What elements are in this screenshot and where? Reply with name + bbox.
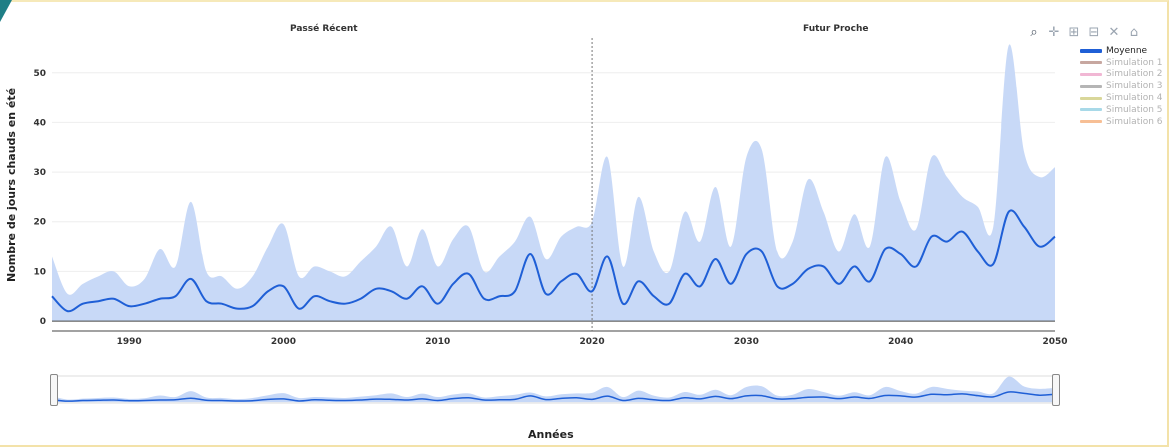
autoscale-icon[interactable]: ✕ — [1108, 25, 1120, 40]
y-tick-label: 10 — [33, 267, 46, 277]
legend-swatch — [1080, 120, 1102, 124]
legend-swatch — [1080, 48, 1102, 53]
legend-label: Simulation 3 — [1106, 81, 1163, 92]
reset-icon[interactable]: ⌂ — [1129, 25, 1139, 40]
x-tick-label: 1990 — [117, 337, 142, 347]
legend-item-simulation-3[interactable]: Simulation 3 — [1080, 80, 1163, 92]
y-tick-label: 20 — [33, 218, 46, 228]
legend-item-simulation-2[interactable]: Simulation 2 — [1080, 69, 1163, 81]
x-tick-label: 2010 — [425, 337, 450, 347]
legend-label: Moyenne — [1106, 45, 1148, 56]
x-tick-label: 2040 — [888, 337, 913, 347]
legend-item-simulation-6[interactable]: Simulation 6 — [1080, 116, 1163, 128]
legend-swatch — [1080, 72, 1102, 76]
x-axis-title: Années — [528, 428, 574, 441]
zoom-in-icon[interactable]: ⊞ — [1068, 25, 1080, 40]
zoom-icon[interactable]: ⌕ — [1030, 25, 1038, 40]
range-slider-mean-line — [51, 391, 1056, 402]
y-tick-label: 30 — [33, 168, 46, 178]
y-tick-label: 40 — [33, 118, 46, 128]
period-label-future: Futur Proche — [803, 24, 869, 34]
legend-swatch — [1080, 96, 1102, 100]
legend-label: Simulation 5 — [1106, 104, 1163, 115]
legend-item-simulation-5[interactable]: Simulation 5 — [1080, 104, 1163, 116]
legend-swatch — [1080, 84, 1102, 88]
legend-item-simulation-1[interactable]: Simulation 1 — [1080, 57, 1163, 69]
zoom-out-icon[interactable]: ⊟ — [1088, 25, 1100, 40]
legend-label: Simulation 1 — [1106, 57, 1163, 68]
y-tick-label: 0 — [40, 317, 46, 327]
x-tick-label: 2000 — [271, 337, 296, 347]
y-axis-title: Nombre de jours chauds en été — [5, 87, 18, 282]
legend-label: Simulation 6 — [1106, 116, 1163, 127]
x-tick-label: 2050 — [1042, 337, 1067, 347]
legend-swatch — [1080, 108, 1102, 112]
legend: Moyenne Simulation 1 Simulation 2 Simula… — [1080, 45, 1163, 128]
series-line-moyenne — [51, 209, 1056, 313]
y-tick-label: 50 — [33, 69, 46, 79]
x-tick-label: 2030 — [734, 337, 759, 347]
legend-item-simulation-4[interactable]: Simulation 4 — [1080, 92, 1163, 104]
x-tick-label: 2020 — [580, 337, 605, 347]
plot-toolbar: ⌕ ✛ ⊞ ⊟ ✕ ⌂ — [1027, 24, 1141, 42]
envelope-band — [52, 44, 1055, 322]
corner-accent — [0, 0, 12, 22]
period-label-past: Passé Récent — [290, 24, 358, 34]
legend-label: Simulation 4 — [1106, 93, 1163, 104]
range-slider-left-handle[interactable] — [50, 374, 58, 406]
pan-icon[interactable]: ✛ — [1048, 25, 1060, 40]
legend-swatch — [1080, 61, 1102, 65]
legend-label: Simulation 2 — [1106, 69, 1163, 80]
range-slider-envelope — [52, 376, 1055, 403]
legend-item-moyenne[interactable]: Moyenne — [1080, 45, 1163, 57]
range-slider-right-handle[interactable] — [1052, 374, 1060, 406]
